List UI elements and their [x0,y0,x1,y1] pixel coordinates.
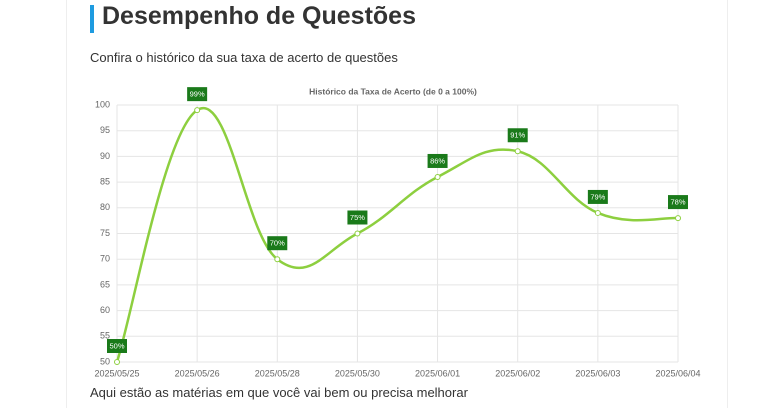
data-label: 91% [510,131,525,140]
y-tick-label: 70 [100,254,110,264]
x-tick-label: 2025/05/30 [335,368,380,378]
data-label-box [107,339,127,353]
title-accent [90,5,94,33]
page-title: Desempenho de Questões [102,2,416,30]
data-label: 79% [590,192,605,201]
y-tick-label: 100 [95,99,110,109]
data-label-box [347,210,368,225]
data-point [675,215,681,222]
y-tick-label: 65 [100,279,110,289]
data-label-box [187,87,208,102]
subtitle: Confira o histórico da sua taxa de acert… [90,50,398,65]
chart-title: Histórico da Taxa de Acerto (de 0 a 100%… [309,86,477,96]
data-label-box [507,128,528,143]
y-tick-label: 85 [100,176,110,186]
data-point [194,107,201,114]
data-label: 86% [430,156,445,165]
data-point [594,209,601,216]
x-tick-label: 2025/06/04 [655,368,700,378]
data-point [514,148,521,155]
x-tick-label: 2025/05/26 [175,368,220,378]
y-tick-label: 90 [100,151,110,161]
data-point [114,359,120,365]
data-label: 50% [109,341,124,350]
y-tick-label: 55 [100,331,110,341]
data-label-box [267,236,288,251]
data-point [434,173,441,180]
y-tick-label: 95 [100,125,110,135]
x-tick-label: 2025/06/03 [575,368,620,378]
data-point [354,230,361,237]
section-text: Aqui estão as matérias em que você vai b… [90,385,468,400]
x-tick-label: 2025/06/01 [415,368,460,378]
data-label-box [427,153,448,168]
y-tick-label: 80 [100,202,110,212]
data-label: 78% [670,198,685,207]
x-tick-label: 2025/06/02 [495,368,540,378]
data-label-box [587,189,608,204]
y-tick-label: 60 [100,305,110,315]
card [66,0,728,408]
data-point [274,256,281,263]
y-tick-label: 75 [100,228,110,238]
data-label: 99% [190,90,205,99]
data-label-box [668,195,688,210]
x-tick-label: 2025/05/28 [255,368,300,378]
data-label: 70% [270,239,285,248]
y-tick-label: 50 [100,356,110,366]
x-tick-label: 2025/05/25 [94,368,139,378]
data-label: 75% [350,213,365,222]
data-line [115,106,679,363]
